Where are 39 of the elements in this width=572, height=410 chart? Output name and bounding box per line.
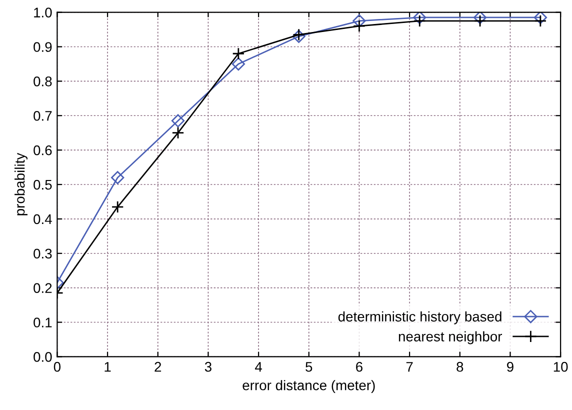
- y-tick-label: 1.0: [34, 8, 52, 18]
- y-tick-label: 0.0: [34, 352, 52, 362]
- point: [352, 14, 366, 28]
- y-tick-label: 0.5: [34, 180, 52, 190]
- x-tick-label: 9: [507, 362, 514, 372]
- x-tick-label: 10: [554, 362, 568, 372]
- point: [171, 114, 185, 128]
- x-tick-label: 2: [154, 362, 162, 372]
- point: [534, 14, 547, 28]
- x-axis-title: error distance (meter): [242, 380, 375, 394]
- y-tick-label: 0.4: [34, 214, 52, 224]
- legend-label: deterministic history based: [338, 311, 502, 324]
- point: [172, 126, 184, 140]
- legend-label: nearest neighbor: [398, 331, 502, 344]
- point: [111, 171, 124, 184]
- y-tick-label: 0.1: [34, 318, 52, 328]
- x-tick-label: 7: [406, 362, 413, 372]
- x-tick-label: 4: [255, 362, 262, 372]
- point: [413, 14, 426, 28]
- point: [474, 14, 486, 28]
- point: [232, 47, 245, 60]
- y-tick-label: 0.3: [34, 248, 52, 259]
- point: [534, 12, 548, 24]
- point: [473, 12, 487, 24]
- x-tick-label: 1: [104, 362, 111, 372]
- point: [111, 200, 124, 214]
- y-tick-label: 0.9: [34, 42, 52, 52]
- y-tick-label: 0.6: [34, 145, 52, 156]
- x-tick-label: 6: [356, 362, 362, 372]
- x-tick-label: 3: [204, 362, 212, 372]
- x-tick-label: 8: [456, 362, 464, 372]
- y-tick-label: 0.8: [34, 76, 52, 86]
- y-tick-label: 0.2: [34, 283, 52, 293]
- x-tick-label: 0: [54, 362, 61, 372]
- point: [232, 57, 245, 71]
- y-axis-title: probability: [14, 152, 28, 216]
- point: [413, 12, 426, 24]
- y-tick-label: 0.7: [34, 110, 52, 121]
- x-tick-label: 5: [306, 362, 312, 372]
